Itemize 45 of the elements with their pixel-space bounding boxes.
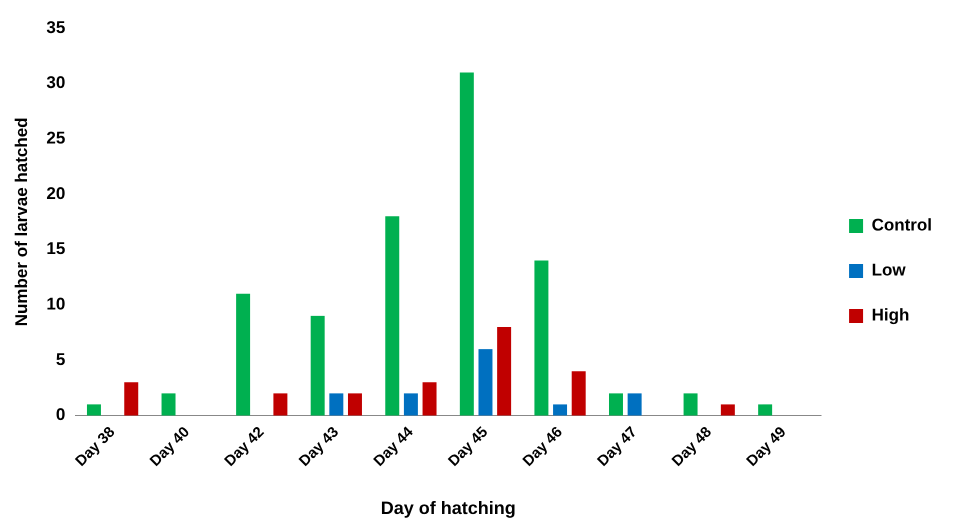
bar	[572, 371, 586, 416]
bar	[329, 393, 344, 416]
x-tick-label: Day 44	[370, 423, 418, 470]
bar	[422, 382, 437, 416]
bar	[404, 393, 418, 416]
y-tick-label: 30	[46, 73, 66, 92]
bar	[310, 316, 325, 416]
bar	[348, 393, 362, 416]
bar	[478, 349, 492, 416]
x-tick-label: Day 42	[221, 424, 268, 470]
bar	[553, 404, 568, 416]
bar	[385, 216, 400, 416]
bar	[162, 393, 176, 416]
legend-label: Low	[872, 260, 906, 280]
y-tick-label: 35	[46, 18, 66, 37]
x-tick-label: Day 45	[445, 424, 492, 470]
y-axis-title: Number of larvae hatched	[12, 117, 31, 326]
x-tick-label: Day 40	[146, 424, 193, 470]
bar	[236, 294, 250, 416]
y-tick-label: 0	[56, 405, 66, 424]
bar	[720, 404, 735, 416]
x-tick-label: Day 48	[668, 424, 715, 470]
bar	[758, 404, 772, 416]
y-tick-label: 25	[46, 128, 66, 148]
bar	[684, 393, 698, 416]
x-axis-title: Day of hatching	[380, 498, 516, 518]
bar	[497, 326, 512, 416]
y-tick-label: 20	[46, 184, 66, 203]
legend-label: High	[872, 306, 910, 325]
y-tick-label: 15	[46, 239, 66, 258]
y-tick-label: 5	[56, 350, 66, 369]
x-tick-label: Day 47	[594, 424, 640, 470]
bar	[86, 404, 101, 416]
x-tick-label: Day 43	[296, 424, 342, 470]
bar	[608, 393, 623, 416]
legend-label: Control	[872, 216, 932, 235]
bar	[124, 382, 138, 416]
bar	[534, 260, 548, 416]
x-tick-label: Day 49	[743, 424, 790, 470]
x-tick-label: Day 46	[520, 424, 566, 470]
bar	[273, 393, 288, 416]
x-tick-label: Day 38	[72, 424, 118, 470]
y-tick-label: 10	[46, 294, 66, 314]
bar	[628, 393, 642, 416]
bar	[460, 72, 474, 416]
